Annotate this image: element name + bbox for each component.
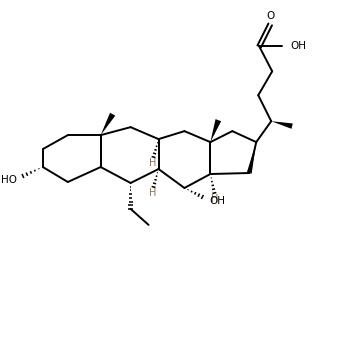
Polygon shape <box>101 113 115 135</box>
Text: H: H <box>149 158 156 168</box>
Text: OH: OH <box>209 196 225 206</box>
Text: OH: OH <box>290 41 306 51</box>
Text: H: H <box>211 194 218 204</box>
Text: O: O <box>266 11 274 21</box>
Text: H: H <box>149 188 156 198</box>
Polygon shape <box>247 142 256 174</box>
Text: HO: HO <box>1 175 17 185</box>
Polygon shape <box>210 119 221 142</box>
Polygon shape <box>271 121 293 129</box>
